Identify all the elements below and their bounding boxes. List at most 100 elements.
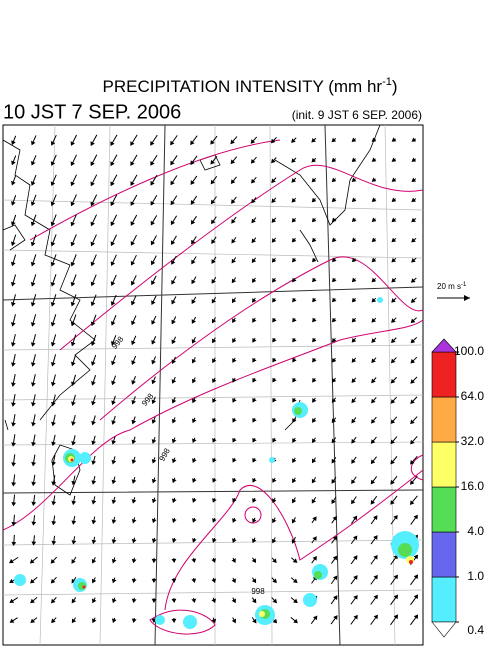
wind-arrow-head xyxy=(312,516,317,522)
wind-arrow-head xyxy=(371,398,376,404)
wind-arrow-head xyxy=(50,559,56,564)
wind-arrow-head xyxy=(130,260,136,266)
wind-arrow-head xyxy=(151,558,157,564)
wind-arrow-head xyxy=(191,558,197,563)
wind-arrow-head xyxy=(70,181,76,187)
wind-arrow-head xyxy=(292,397,297,403)
wind-arrow-head xyxy=(312,556,317,561)
wind-arrow-head xyxy=(292,297,297,303)
wind-arrow-head xyxy=(71,520,77,525)
wind-arrow-head xyxy=(11,180,16,186)
wind-arrow-head xyxy=(211,318,217,324)
wind-arrow-head xyxy=(30,362,36,367)
wind-arrow-head xyxy=(9,598,15,603)
title-text: PRECIPITATION INTENSITY (mm hr xyxy=(102,77,382,96)
contour xyxy=(2,319,424,531)
wind-arrow-head xyxy=(190,180,195,185)
wind-arrow-head xyxy=(291,539,297,544)
wind-arrow-head xyxy=(413,574,419,580)
wind-arrow-head xyxy=(131,538,137,544)
wind-arrow-head xyxy=(110,301,116,306)
wind-arrow-head xyxy=(231,598,236,604)
wind-arrow-head xyxy=(110,141,115,147)
wind-arrow-head xyxy=(111,380,116,386)
wind-arrow-head xyxy=(171,458,177,464)
wind-arrow-head xyxy=(151,399,157,405)
wind-arrow-head xyxy=(170,180,175,186)
wind-arrow-head xyxy=(252,357,257,363)
wind-arrow-head xyxy=(91,578,97,584)
wind-arrow-head xyxy=(271,218,277,223)
wind-arrow-head xyxy=(332,555,338,561)
wind-arrow-head xyxy=(232,378,237,383)
wind-arrow-head xyxy=(171,438,177,444)
wind-arrow-head xyxy=(393,554,398,560)
wind-arrow-head xyxy=(71,500,77,506)
wind-arrow-head xyxy=(291,217,297,223)
wind-arrow-head xyxy=(312,536,317,541)
wind-arrow-head xyxy=(111,440,117,445)
wind-arrow-head xyxy=(11,482,17,487)
wind-arrow-head xyxy=(390,479,395,485)
wind-arrow-head xyxy=(370,459,376,465)
wind-arrow-head xyxy=(252,498,257,503)
wind-arrow-head xyxy=(409,500,415,505)
wind-arrow-head xyxy=(292,458,297,463)
wind-arrow-head xyxy=(230,139,235,145)
wind-arrow-head xyxy=(171,598,177,603)
wind-arrow-head xyxy=(331,197,337,203)
wind-arrow-head xyxy=(370,439,376,444)
wind-arrow-head xyxy=(252,377,257,383)
wind-arrow-head xyxy=(373,554,378,560)
wind-arrow-head xyxy=(293,618,298,624)
wind-arrow-head xyxy=(131,439,137,445)
wind-arrow-head xyxy=(270,138,276,144)
wind-arrow-head xyxy=(231,298,237,304)
wind-arrow-head xyxy=(151,518,157,524)
wind-arrow-head xyxy=(30,302,36,307)
wind-arrow-head xyxy=(10,221,16,226)
wind-arrow-head xyxy=(291,257,297,263)
wind-arrow-head xyxy=(351,479,356,485)
wind-arrow-head xyxy=(231,278,237,284)
wind-arrow-head xyxy=(271,538,277,544)
wind-arrow-head xyxy=(30,618,36,624)
wind-arrow-head xyxy=(292,417,297,423)
wind-arrow-head xyxy=(411,258,416,263)
wind-arrow-head xyxy=(212,458,217,463)
wind-arrow-head xyxy=(71,558,76,564)
wind-arrow-head xyxy=(71,381,76,387)
wind-arrow-head xyxy=(9,618,15,623)
wind-arrow-head xyxy=(110,281,116,286)
wind-arrow-head xyxy=(252,538,257,544)
wind-arrow-head xyxy=(390,399,396,404)
wind-scale-label: 20 m s-1 xyxy=(437,282,467,292)
wind-arrow-head xyxy=(10,281,16,287)
wind-arrow-head xyxy=(312,257,317,263)
wind-arrow-head xyxy=(391,277,396,283)
wind-arrow-head xyxy=(312,357,317,363)
wind-arrow-head xyxy=(111,479,117,485)
wind-arrow-head xyxy=(111,499,117,505)
wind-arrow-head xyxy=(331,499,336,504)
wind-arrow-head xyxy=(331,337,337,343)
wind-arrow-head xyxy=(293,598,298,604)
wind-arrow-head xyxy=(71,421,76,426)
wind-arrow-head xyxy=(311,237,317,243)
wind-arrow-head xyxy=(271,198,276,203)
wind-arrow-head xyxy=(351,137,357,143)
wind-arrow-head xyxy=(251,578,257,584)
wind-arrow-head xyxy=(30,382,36,387)
wind-arrow-head xyxy=(231,578,236,584)
wind-arrow-head xyxy=(70,281,76,287)
wind-arrow-head xyxy=(171,279,176,285)
wind-arrow-head xyxy=(333,615,338,620)
wind-arrow-head xyxy=(170,200,175,206)
wind-arrow-head xyxy=(351,317,357,323)
wind-arrow-head xyxy=(312,377,317,383)
wind-arrow-head xyxy=(131,380,136,385)
wind-arrow-head xyxy=(70,221,76,227)
colorbar-label: 16.0 xyxy=(461,479,485,493)
colorbar-label: 0.4 xyxy=(467,623,484,637)
wind-arrow-head xyxy=(251,598,257,604)
